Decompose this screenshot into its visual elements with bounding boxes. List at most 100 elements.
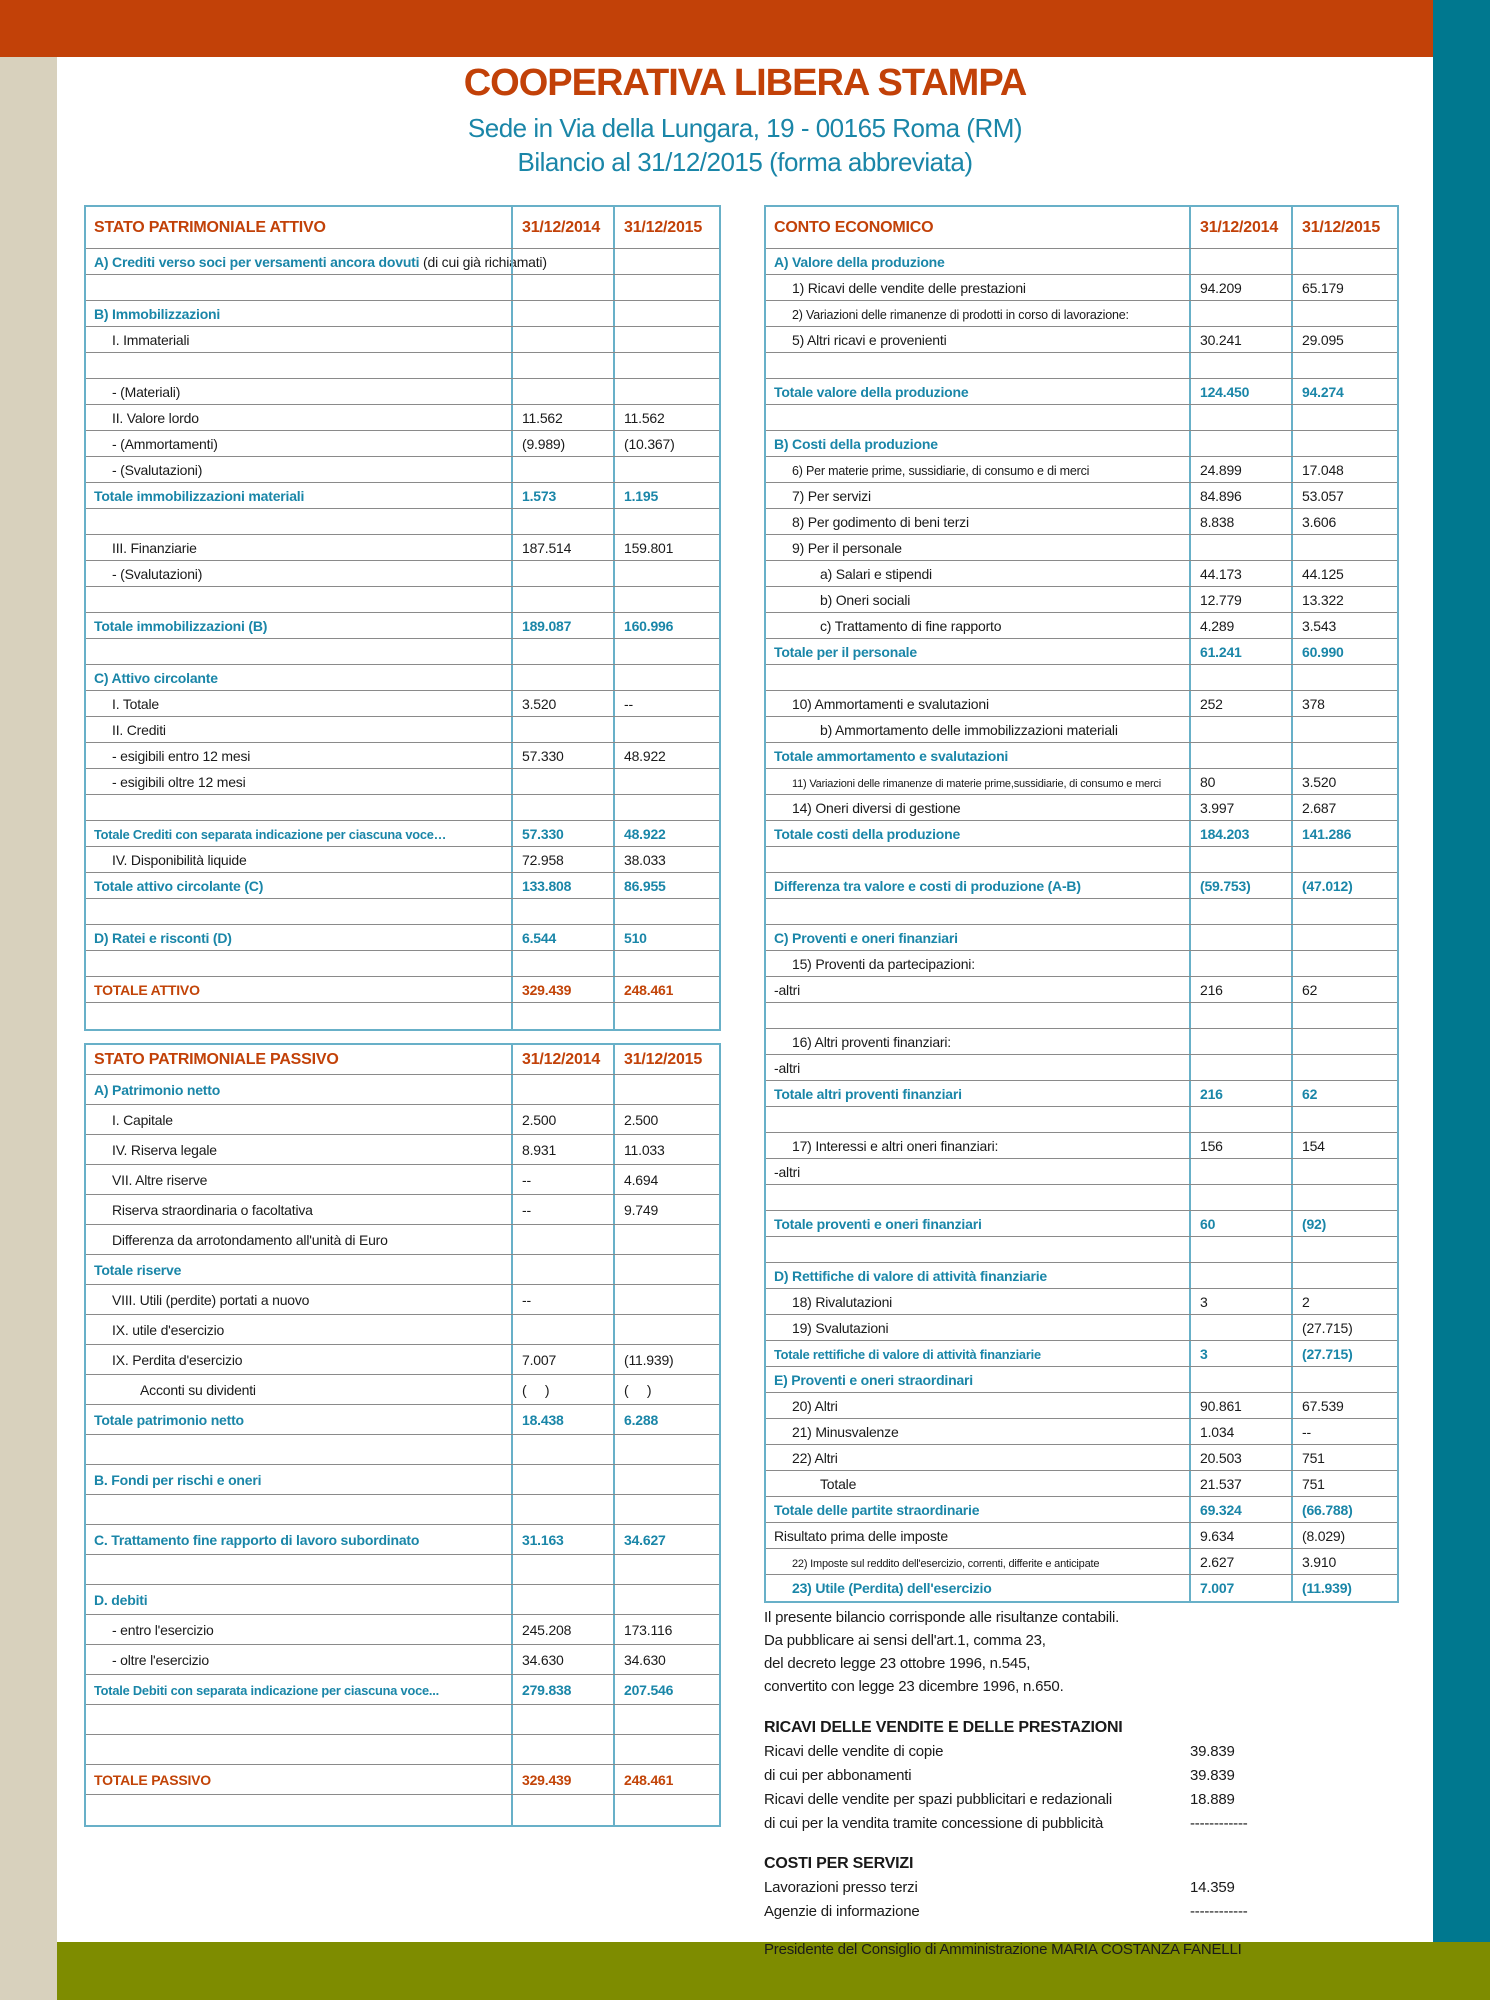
value-2014 [511,1075,613,1104]
note-line: del decreto legge 23 ottobre 1996, n.545… [764,1655,1031,1672]
row-label: Totale attivo circolante (C) [94,877,264,894]
value-2014: 57.330 [511,743,613,768]
column-header-2014: 31/12/2014 [511,1045,613,1074]
table-row: VII. Altre riserve -- 4.694 [86,1165,719,1195]
row-label: D) Ratei e risconti (D) [94,929,232,946]
value-2014: 24.899 [1189,457,1291,482]
value-2015: 207.546 [613,1675,719,1704]
value-2014 [511,1255,613,1284]
value-2014: 6.544 [511,925,613,950]
column-header-2015: 31/12/2015 [613,1045,719,1074]
value-2015: 6.288 [613,1405,719,1434]
row-label: TOTALE PASSIVO [94,1771,211,1788]
value-2015: 3.606 [1291,509,1397,534]
value-2014: 12.779 [1189,587,1291,612]
row-label: Totale rettifiche di valore di attività … [774,1346,1041,1362]
table-row: Totale 21.537 751 [766,1471,1397,1497]
value-2015: 248.461 [613,977,719,1002]
table-row [86,951,719,977]
value-2014 [511,795,613,820]
value-2014: 69.324 [1189,1497,1291,1522]
row-label: VIII. Utili (perdite) portati a nuovo [112,1291,310,1308]
table-row: - (Materiali) [86,379,719,405]
row-label: -altri [774,981,801,998]
row-label: Totale per il personale [774,643,917,660]
value-2014: 133.808 [511,873,613,898]
value-2015: 160.996 [613,613,719,638]
value-2015 [613,1003,719,1029]
company-address: Sede in Via della Lungara, 19 - 00165 Ro… [467,113,1023,143]
item-label: Lavorazioni presso terzi [764,1879,918,1896]
value-2015: 38.033 [613,847,719,872]
row-label: IV. Disponibilità liquide [112,851,247,868]
value-2014 [1189,1185,1291,1210]
value-2015: -- [1291,1419,1397,1444]
table-row [86,1495,719,1525]
value-2015: 510 [613,925,719,950]
value-2014: ( ) [511,1375,613,1404]
row-label: 17) Interessi e altri oneri finanziari: [792,1137,999,1154]
value-2014: 1.573 [511,483,613,508]
value-2014: 216 [1189,977,1291,1002]
value-2015: 3.520 [1291,769,1397,794]
table-row: a) Salari e stipendi 44.173 44.125 [766,561,1397,587]
value-2014: 30.241 [1189,327,1291,352]
value-2015: 2 [1291,1289,1397,1314]
value-2014: 7.007 [1189,1575,1291,1601]
table-row [766,1237,1397,1263]
left-accent-strip [0,57,57,2000]
note-line: Da pubblicare ai sensi dell'art.1, comma… [764,1632,1046,1649]
list-item: Agenzie di informazione ------------ [764,1900,1404,1924]
table-header-row: CONTO ECONOMICO 31/12/2014 31/12/2015 [766,207,1397,249]
row-label: - esigibili entro 12 mesi [112,747,251,764]
value-2015: 62 [1291,977,1397,1002]
row-label: 7) Per servizi [792,487,871,504]
value-2015: (11.939) [1291,1575,1397,1601]
row-label: 20) Altri [792,1397,838,1414]
row-label: -altri [774,1059,801,1076]
row-label: c) Trattamento di fine rapporto [820,617,1002,634]
value-2015 [613,1585,719,1614]
table-row: 15) Proventi da partecipazioni: [766,951,1397,977]
value-2015: (8.029) [1291,1523,1397,1548]
value-2014 [511,665,613,690]
value-2015: 60.990 [1291,639,1397,664]
row-label: Totale [820,1475,857,1492]
value-2015: 378 [1291,691,1397,716]
row-label: D) Rettifiche di valore di attività fina… [774,1267,1047,1284]
value-2015 [1291,1367,1397,1392]
table-stato-patrimoniale-passivo: STATO PATRIMONIALE PASSIVO 31/12/2014 31… [84,1043,721,1827]
value-2014: 189.087 [511,613,613,638]
value-2014: -- [511,1165,613,1194]
value-2014: 187.514 [511,535,613,560]
row-label: VII. Altre riserve [112,1171,208,1188]
item-value: 39.839 [1190,1767,1235,1784]
value-2014: (59.753) [1189,873,1291,898]
table-row: D) Rettifiche di valore di attività fina… [766,1263,1397,1289]
value-2014: 84.896 [1189,483,1291,508]
row-label: Differenza da arrotondamento all'unità d… [112,1231,388,1248]
section-items-ricavi: Ricavi delle vendite di copie 39.839 di cu… [764,1740,1404,1836]
table-row: A) Crediti verso soci per versamenti anc… [86,249,719,275]
table-row: B) Immobilizzazioni [86,301,719,327]
table-row: 1) Ricavi delle vendite delle prestazion… [766,275,1397,301]
table-row: 2) Variazioni delle rimanenze di prodott… [766,301,1397,327]
table-row: Totale proventi e oneri finanziari 60 (92) [766,1211,1397,1237]
row-label: Totale Crediti con separata indicazione … [94,826,447,842]
value-2015 [613,509,719,534]
table-body: A) Crediti verso soci per versamenti anc… [86,249,719,1029]
row-label: E) Proventi e oneri straordinari [774,1371,973,1388]
row-label: Totale ammortamento e svalutazioni [774,747,1009,764]
table-row: Totale Debiti con separata indicazione p… [86,1675,719,1705]
value-2015 [613,951,719,976]
value-2014 [1189,1029,1291,1054]
row-label: A) Valore della produzione [774,253,945,270]
value-2015: 17.048 [1291,457,1397,482]
table-title: CONTO ECONOMICO [774,218,934,236]
value-2014 [1189,665,1291,690]
table-stato-patrimoniale-attivo: STATO PATRIMONIALE ATTIVO 31/12/2014 31/… [84,205,721,1031]
document-header: COOPERATIVA LIBERA STAMPA Sede in Via de… [57,62,1433,177]
row-label: a) Salari e stipendi [820,565,932,582]
value-2015: 62 [1291,1081,1397,1106]
